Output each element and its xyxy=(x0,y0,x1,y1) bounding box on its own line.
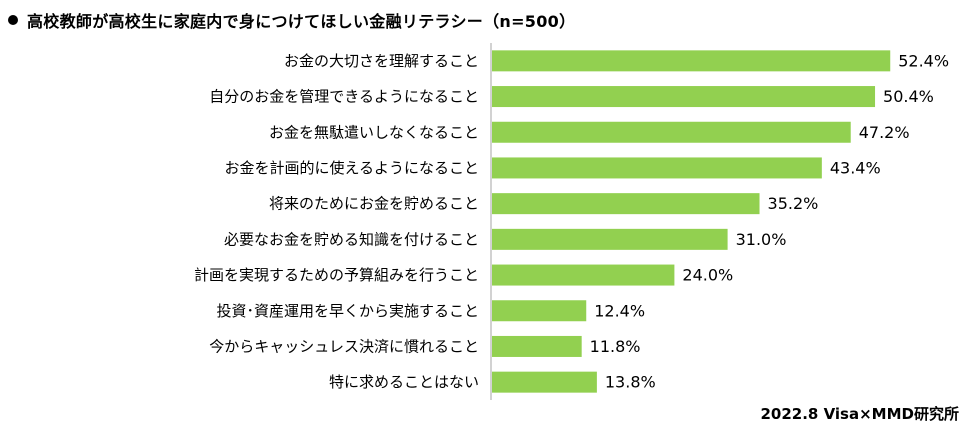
bar xyxy=(492,264,675,286)
bullet-icon xyxy=(8,15,18,25)
chart-title-row: 高校教師が高校生に家庭内で身につけてほしい金融リテラシー（n=500） xyxy=(8,5,575,35)
data-label: 52.4% xyxy=(898,51,949,70)
bar xyxy=(492,371,597,393)
category-label: お金を計画的に使えるようになること xyxy=(224,159,479,177)
category-label: 将来のためにお金を貯めること xyxy=(269,195,479,213)
category-label: 特に求めることはない xyxy=(329,373,479,391)
chart-title: 高校教師が高校生に家庭内で身につけてほしい金融リテラシー（n=500） xyxy=(27,12,576,31)
category-label: 計画を実現するための予算組みを行うこと xyxy=(194,266,479,284)
category-label: 自分のお金を管理できるようになること xyxy=(209,88,479,106)
data-label: 43.4% xyxy=(830,158,881,177)
data-label: 50.4% xyxy=(883,87,934,106)
source-credit: 2022.8 Visa×MMD研究所 xyxy=(760,405,959,423)
bar xyxy=(492,121,851,143)
category-label: お金の大切さを理解すること xyxy=(284,52,479,70)
data-label: 47.2% xyxy=(859,123,910,142)
bar xyxy=(492,193,760,215)
data-label: 12.4% xyxy=(594,301,645,320)
bar xyxy=(492,50,891,72)
bar xyxy=(492,300,587,322)
category-label: 投資･資産運用を早くから実施すること xyxy=(216,302,479,320)
category-label: 必要なお金を貯める知識を付けること xyxy=(224,230,479,248)
bar xyxy=(492,335,582,357)
bar xyxy=(492,86,876,108)
data-label: 13.8% xyxy=(605,373,656,392)
data-label: 35.2% xyxy=(768,194,819,213)
bar xyxy=(492,228,728,250)
bar xyxy=(492,157,822,179)
category-label: お金を無駄遣いしなくなること xyxy=(269,123,479,141)
data-label: 11.8% xyxy=(590,337,641,356)
data-label: 24.0% xyxy=(682,266,733,285)
data-label: 31.0% xyxy=(736,230,787,249)
category-label: 今からキャッシュレス決済に慣れること xyxy=(209,337,479,355)
